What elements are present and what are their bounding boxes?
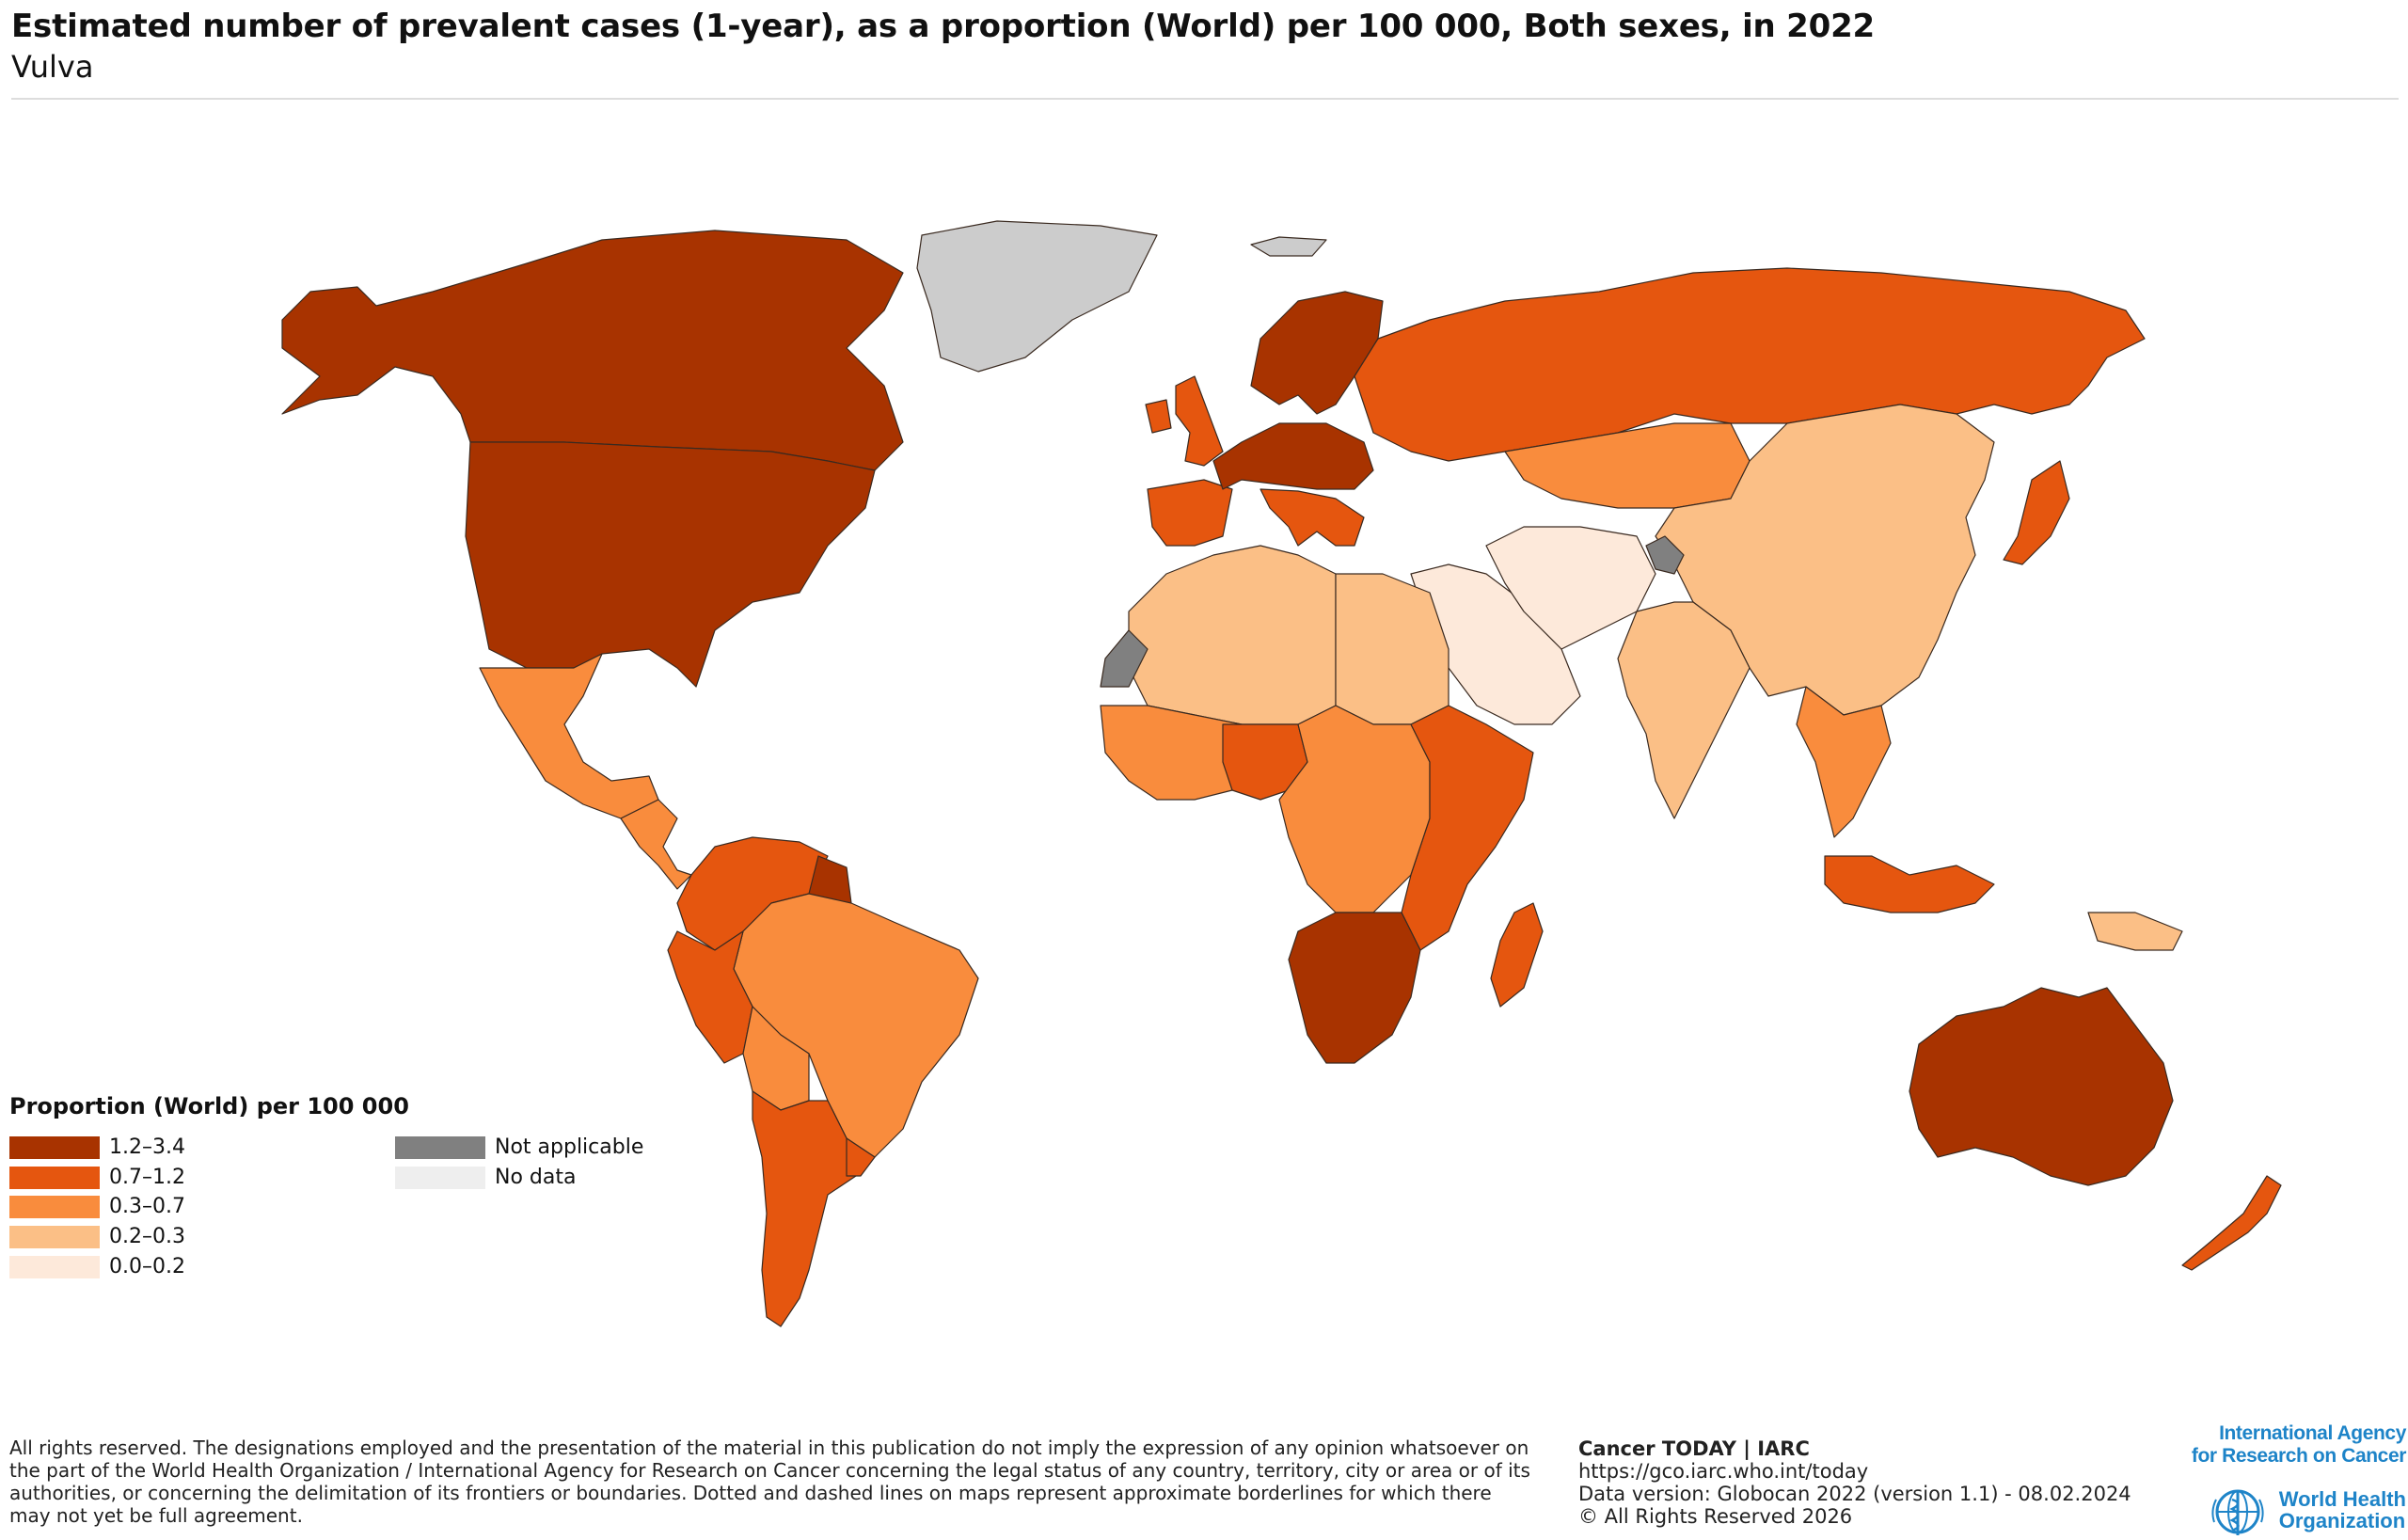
legend-swatch [9,1196,100,1218]
region-southeast-asia[interactable] [1796,686,1892,838]
legend-label: Not applicable [495,1135,644,1159]
region-central-africa[interactable] [1278,705,1431,913]
legend-swatch [9,1136,100,1159]
region-kashmir[interactable] [1645,535,1685,575]
region-east-africa[interactable] [1401,705,1534,951]
who-line-2: Organization [2278,1509,2406,1532]
source-url[interactable]: https://gco.iarc.who.int/today [1578,1460,1869,1483]
disclaimer-text: All rights reserved. The designations em… [9,1437,1530,1527]
copyright: © All Rights Reserved 2026 [1578,1505,1853,1528]
legend-title: Proportion (World) per 100 000 [9,1093,409,1119]
region-iceland[interactable] [1250,236,1327,257]
region-greenland[interactable] [916,220,1158,373]
credits: Cancer TODAY | IARC https://gco.iarc.who… [1578,1437,2131,1528]
legend-swatch [395,1136,485,1159]
region-southern-africa[interactable] [1288,912,1421,1064]
legend-label: 0.2–0.3 [109,1225,185,1248]
region-italy-balkans[interactable] [1259,488,1365,547]
region-united-kingdom[interactable] [1175,375,1224,467]
region-mexico[interactable] [479,653,659,819]
region-united-states[interactable] [465,441,876,688]
region-central-america[interactable] [620,799,692,890]
region-ireland[interactable] [1145,399,1172,434]
world-map [0,103,2408,1411]
region-western-sahara[interactable] [1100,629,1149,688]
who-logo: World Health Organization [2279,1488,2406,1532]
map-subtitle: Vulva [11,49,94,85]
map-title: Estimated number of prevalent cases (1-y… [11,8,1876,45]
legend-label: 0.7–1.2 [109,1166,185,1189]
legend: Proportion (World) per 100 000 1.2–3.4 0… [9,1089,762,1296]
choropleth-svg [281,220,2282,1327]
legend-label: 1.2–3.4 [109,1135,185,1159]
legend-swatch [9,1167,100,1189]
region-india[interactable] [1617,601,1751,819]
who-emblem-icon [2211,1489,2264,1535]
iarc-line-2: for Research on Cancer [2191,1445,2407,1467]
region-argentina-chile[interactable] [752,1090,857,1327]
region-papua-new-guinea[interactable] [2087,912,2183,951]
legend-label: 0.3–0.7 [109,1195,185,1218]
legend-swatch [9,1226,100,1248]
header-divider [11,98,2399,100]
iarc-logo: International Agency for Research on Can… [2191,1422,2407,1468]
legend-swatch [395,1167,485,1189]
region-japan[interactable] [2003,460,2070,565]
region-north-africa-west[interactable] [1128,545,1337,725]
region-canada-alaska[interactable] [281,230,904,471]
region-russia[interactable] [1354,267,2146,462]
region-new-zealand[interactable] [2181,1175,2282,1271]
who-line-1: World Health [2278,1487,2406,1511]
legend-label: 0.0–0.2 [109,1255,185,1278]
region-australia[interactable] [1909,987,2174,1186]
region-madagascar[interactable] [1490,902,1544,1008]
org-logos: International Agency for Research on Can… [2192,1421,2406,1538]
legend-swatch [9,1256,100,1278]
region-iberia[interactable] [1147,479,1233,547]
region-central-europe[interactable] [1212,422,1374,490]
brand-name: Cancer TODAY | IARC [1578,1437,1810,1460]
legend-label: No data [495,1166,577,1189]
iarc-line-1: International Agency [2219,1422,2406,1444]
region-uruguay[interactable] [846,1137,876,1177]
data-version: Data version: Globocan 2022 (version 1.1… [1578,1483,2131,1505]
region-indonesia[interactable] [1824,855,1995,913]
